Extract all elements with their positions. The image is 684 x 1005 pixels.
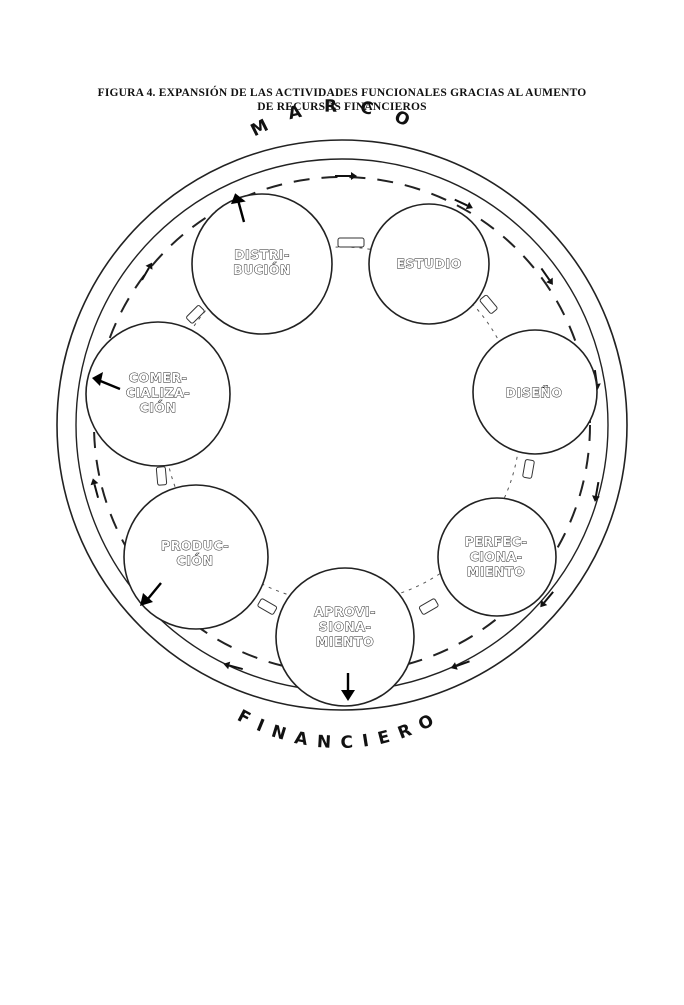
node-perfeccionamiento: PERFEC- CIONA- MIENTO [437,497,557,617]
node-label-line: CIÓN [177,553,214,568]
node-label-line: SIONA- [319,619,372,634]
outer-ring [56,139,628,711]
node-label-line: MIENTO [316,634,374,649]
figure-title: FIGURA 4. EXPANSIÓN DE LAS ACTIVIDADES F… [80,86,604,114]
arrow-icon [341,673,355,701]
node-diseno: DISEÑO [472,329,598,455]
node-comercializacion: COMER- CIALIZA- CIÓN [85,321,231,467]
node-label-line: COMER- [129,370,188,385]
frame-top-word: MARCO [248,97,433,142]
arrow-icon [141,262,153,281]
node-label-line: CIÓN [140,400,177,415]
arrow-icon [230,193,246,223]
arrow-icon [335,172,357,180]
frame-bottom-word: FINANCIERO [234,706,446,753]
node-label-line: PRODUC- [161,538,229,553]
node-label-line: DISTRI- [234,247,290,262]
node-produccion: PRODUC- CIÓN [123,484,269,630]
node-label-line: CIONA- [470,549,523,564]
node-label-line: BUCIÓN [233,262,291,277]
arrow-icon [90,478,100,498]
node-distribucion: DISTRI- BUCIÓN [191,193,333,335]
node-label-line: MIENTO [467,564,525,579]
figure-title-line-2: DE RECURSOS FINANCIEROS [257,101,427,113]
node-label-line: ESTUDIO [396,256,461,271]
node-label-line: PERFEC- [465,534,528,549]
arrow-icon [454,198,473,210]
node-label-line: CIALIZA- [126,385,190,400]
arrow-icon [540,267,553,285]
arrow-icon [592,481,600,502]
expansion-arrows [92,193,355,701]
arrow-icon [450,660,470,670]
figure-title-line-1: FIGURA 4. EXPANSIÓN DE LAS ACTIVIDADES F… [97,87,587,99]
arrow-icon [92,372,121,391]
arrow-icon [540,591,554,608]
flow-dashed-circle [93,176,591,674]
arrow-icon [140,582,162,606]
node-estudio: ESTUDIO [368,203,490,325]
node-label-line: APROVI- [314,604,376,619]
arrow-icon [223,661,243,671]
node-label-line: DISEÑO [506,385,563,400]
node-connectors [155,237,535,615]
node-aprovisionamiento: APROVI- SIONA- MIENTO [275,567,415,707]
